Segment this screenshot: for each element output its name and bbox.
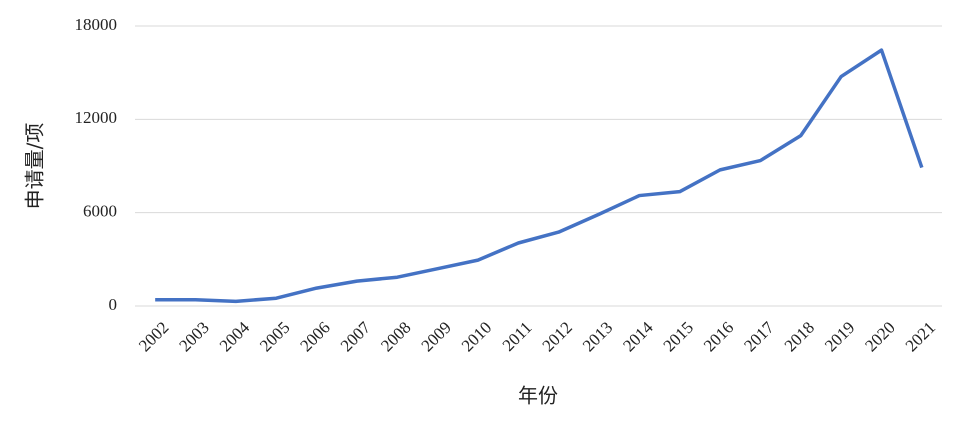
- y-tick-label: 18000: [75, 15, 118, 34]
- x-tick-label: 2010: [458, 318, 495, 355]
- x-tick-label: 2005: [256, 318, 293, 355]
- y-axis-title: 申请量/项: [23, 123, 47, 210]
- x-tick-label: 2016: [700, 318, 737, 355]
- x-tick-label: 2013: [579, 318, 616, 355]
- x-tick-label: 2011: [499, 318, 536, 355]
- x-tick-label: 2018: [781, 318, 818, 355]
- x-tick-label: 2015: [660, 318, 697, 355]
- x-tick-label: 2003: [175, 318, 212, 355]
- x-tick-label: 2009: [417, 318, 454, 355]
- x-tick-label: 2021: [902, 318, 939, 355]
- x-tick-label: 2020: [861, 318, 898, 355]
- x-tick-label: 2012: [539, 318, 576, 355]
- x-tick-label: 2002: [135, 318, 172, 355]
- data-line: [155, 48, 924, 304]
- y-tick-label: 6000: [83, 202, 117, 221]
- x-tick-label: 2004: [216, 318, 254, 356]
- x-tick-label: 2017: [740, 318, 778, 356]
- x-tick-label: 2019: [821, 318, 858, 355]
- y-tick-label: 0: [109, 295, 118, 314]
- x-tick-label: 2014: [619, 318, 657, 356]
- y-tick-label: 12000: [75, 108, 118, 127]
- x-tick-label: 2008: [377, 318, 414, 355]
- x-tick-label: 2007: [337, 318, 375, 356]
- x-tick-label: 2006: [296, 318, 333, 355]
- x-axis-title: 年份: [518, 384, 558, 408]
